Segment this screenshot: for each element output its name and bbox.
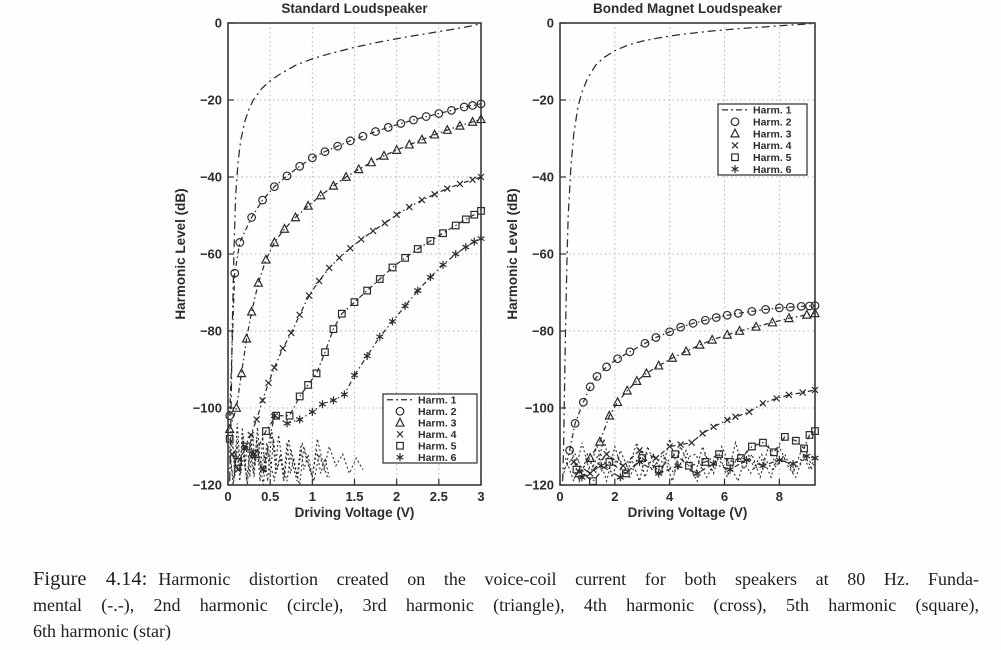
x-tick-label: 3	[477, 489, 484, 504]
y-tick-label: −120	[525, 478, 554, 493]
tick-marks	[559, 22, 780, 486]
y-tick-label: −60	[200, 247, 222, 262]
y-tick-label: 0	[547, 16, 554, 31]
harmonic-distortion-charts: 0 0.5 1 1.5 2 2.5 3 0 −20 −40 −60 −80 −100 −120 Standa…	[173, 1, 820, 520]
legend-label-harm-5: Harm. 5	[753, 152, 792, 164]
series-harm-1	[562, 22, 816, 482]
figure-caption-label: Figure 4.14:	[33, 568, 148, 590]
y-tick-label: −60	[532, 247, 554, 262]
bonded-magnet-loudspeaker-chart: 0 2 4 6 8 0 −20 −40 −60 −80 −100 −120 Bonded Magnet …	[505, 1, 820, 520]
x-axis-label: Driving Voltage (V)	[295, 505, 415, 520]
series-harm-1	[229, 23, 482, 482]
x-tick-label: 0	[556, 489, 563, 504]
y-tick-label: −100	[525, 401, 554, 416]
noise-floor-1	[562, 438, 816, 484]
x-tick-label: 6	[721, 489, 728, 504]
x-tick-label: 2	[393, 489, 400, 504]
y-tick-label: −100	[193, 401, 222, 416]
legend-label-harm-1: Harm. 1	[753, 105, 792, 117]
standard-loudspeaker-chart: 0 0.5 1 1.5 2 2.5 3 0 −20 −40 −60 −80 −100 −120 Standa…	[173, 1, 486, 520]
chart-title: Standard Loudspeaker	[281, 1, 428, 16]
y-axis-label: Harmonic Level (dB)	[505, 188, 520, 319]
legend-label-harm-6: Harm. 6	[753, 164, 792, 176]
y-tick-label: −40	[200, 170, 222, 185]
x-tick-label: 1.5	[345, 489, 363, 504]
legend-label-harm-2: Harm. 2	[753, 117, 792, 129]
y-tick-label: −120	[193, 478, 222, 493]
legend-label-harm-2: Harm. 2	[418, 406, 457, 418]
y-tick-label: 0	[215, 16, 222, 31]
y-tick-label: −80	[532, 324, 554, 339]
x-tick-label: 0	[224, 489, 231, 504]
series-harm-4	[228, 173, 485, 474]
series-harm-2	[565, 301, 820, 455]
x-tick-label: 0.5	[261, 489, 279, 504]
tick-marks	[227, 22, 482, 486]
legend-label-harm-1: Harm. 1	[418, 395, 457, 407]
noise-floor-1	[229, 427, 330, 482]
gridlines	[560, 23, 815, 485]
y-axis-label: Harmonic Level (dB)	[173, 188, 188, 319]
legend-label-harm-3: Harm. 3	[418, 418, 457, 430]
series-harm-6	[578, 452, 819, 482]
noise-floor-3	[563, 445, 816, 479]
series-harm-2	[225, 99, 486, 421]
y-tick-label: −80	[200, 324, 222, 339]
caption-line-1-text: Harmonic distortion created on the voice…	[158, 569, 980, 589]
caption-line-2: mental (-.-), 2nd harmonic (circle), 3rd…	[33, 595, 979, 615]
series-harm-5	[572, 427, 819, 486]
x-tick-label: 1	[309, 489, 316, 504]
y-tick-label: −40	[532, 170, 554, 185]
x-axis-label: Driving Voltage (V)	[628, 505, 748, 520]
legend-label-harm-4: Harm. 4	[418, 429, 457, 441]
noise-floor-2	[564, 442, 813, 484]
x-tick-label: 4	[666, 489, 674, 504]
caption-line-3: 6th harmonic (star)	[33, 621, 171, 641]
x-tick-label: 2	[611, 489, 618, 504]
gridlines	[228, 23, 481, 485]
x-tick-label: 2.5	[430, 489, 448, 504]
y-tick-label: −20	[532, 93, 554, 108]
series-harm-3	[224, 113, 486, 434]
noise-floor-3	[229, 423, 329, 486]
legend-label-harm-4: Harm. 4	[753, 140, 792, 152]
series-harm-4	[570, 386, 819, 477]
chart-title: Bonded Magnet Loudspeaker	[593, 1, 783, 16]
legend-label-harm-6: Harm. 6	[418, 452, 457, 464]
legend-label-harm-5: Harm. 5	[418, 441, 457, 453]
legend-label-harm-3: Harm. 3	[753, 128, 792, 140]
figure-plots: 0 0.5 1 1.5 2 2.5 3 0 −20 −40 −60 −80 −100 −120 Standa…	[173, 1, 820, 520]
caption-line-1: Figure 4.14: Harmonic distortion created …	[33, 566, 979, 592]
series-harm-3	[574, 307, 820, 478]
x-tick-label: 8	[776, 489, 783, 504]
figure-caption: Figure 4.14: Harmonic distortion created …	[33, 566, 979, 644]
y-tick-label: −20	[200, 93, 222, 108]
